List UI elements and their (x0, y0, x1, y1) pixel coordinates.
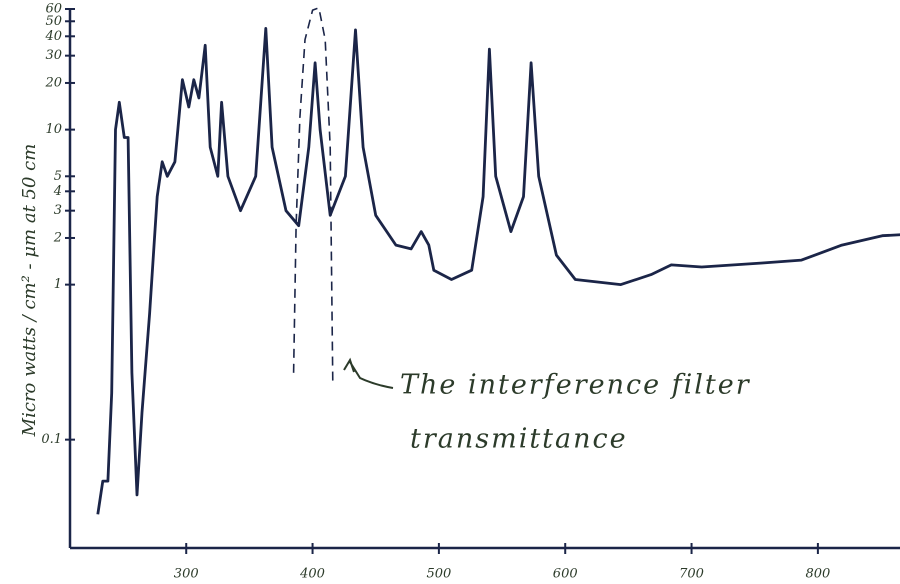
y-tick-label: 30 (45, 48, 62, 63)
x-tick-label: 300 (174, 567, 199, 582)
y-tick-label: 1 (54, 277, 62, 292)
y-tick-label: 3 (54, 203, 62, 218)
x-tick-label: 600 (553, 567, 578, 582)
y-tick-label: 5 (54, 169, 62, 184)
annotation-arrow (344, 360, 393, 388)
y-tick-label: 2 (53, 230, 62, 245)
y-tick-label: 20 (44, 75, 62, 90)
y-axis-label: Micro watts / cm² - μm at 50 cm (19, 144, 40, 438)
y-tick-label: 0.1 (41, 432, 62, 447)
x-tick-label: 500 (426, 567, 451, 582)
annotation: transmittance (410, 424, 628, 455)
x-tick-label: 700 (679, 567, 704, 582)
x-tick-label: 800 (805, 567, 830, 582)
x-tick-label: 400 (299, 567, 325, 582)
annotation: The interference filter (400, 370, 751, 401)
y-tick-label: 10 (45, 122, 62, 137)
y-tick-label: 40 (44, 29, 62, 44)
y-tick-label: 4 (53, 184, 62, 199)
chart: Micro watts / cm² - μm at 50 cm The inte… (0, 0, 900, 584)
y-tick-label: 60 (45, 2, 62, 17)
